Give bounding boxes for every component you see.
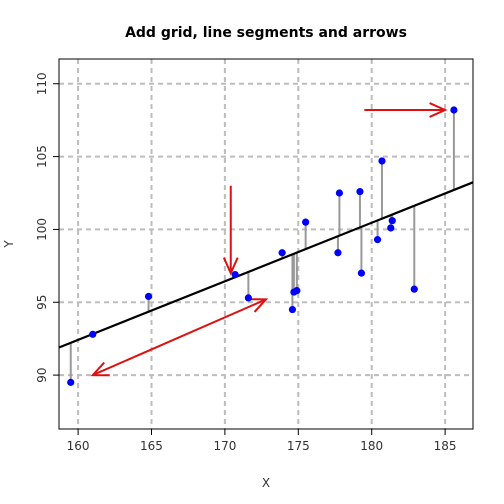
data-point xyxy=(288,305,297,314)
plot-frame xyxy=(58,58,474,430)
data-point xyxy=(388,217,396,225)
data-point xyxy=(357,269,366,277)
x-tick-label: 160 xyxy=(67,439,90,453)
arrow-shaft xyxy=(92,298,267,377)
y-tick-label: 95 xyxy=(35,295,49,310)
x-tick-label: 185 xyxy=(434,439,457,453)
data-point xyxy=(231,270,239,279)
data-point xyxy=(335,189,344,197)
y-tick-label: 110 xyxy=(35,72,49,95)
arrows xyxy=(90,102,448,377)
regression-line xyxy=(58,181,474,349)
arrow-head xyxy=(429,102,448,118)
grid-lines xyxy=(59,59,473,429)
arrow-head xyxy=(90,361,110,377)
data-point xyxy=(302,218,310,226)
data-point xyxy=(373,236,382,244)
x-tick-label: 180 xyxy=(360,439,383,453)
regression-line-group xyxy=(58,181,474,349)
x-tick-label: 165 xyxy=(140,439,163,453)
data-point xyxy=(293,287,301,295)
data-point xyxy=(450,106,458,114)
data-point xyxy=(410,285,418,293)
y-tick-label: 90 xyxy=(35,367,49,382)
data-point xyxy=(278,249,286,257)
data-point xyxy=(89,330,97,338)
y-tick-label: 100 xyxy=(35,218,49,241)
arrow-head xyxy=(248,298,269,313)
data-point xyxy=(244,294,252,302)
x-tick-label: 170 xyxy=(213,439,236,453)
x-tick-label: 175 xyxy=(287,439,310,453)
axes: 160 165 170 175 180 185 90 95 100 105 110 xyxy=(35,58,474,453)
data-point xyxy=(387,224,395,232)
data-point xyxy=(334,249,342,257)
data-point xyxy=(378,157,386,165)
data-point xyxy=(67,378,75,386)
y-axis-label: Y xyxy=(2,240,16,249)
data-point xyxy=(356,187,364,196)
arrow-head xyxy=(222,257,239,276)
x-axis-label: X xyxy=(262,476,270,490)
chart-title: Add grid, line segments and arrows xyxy=(125,25,407,41)
residual-segments xyxy=(69,109,455,383)
data-points xyxy=(67,106,458,386)
data-point xyxy=(144,292,153,301)
y-tick-label: 105 xyxy=(35,145,49,168)
